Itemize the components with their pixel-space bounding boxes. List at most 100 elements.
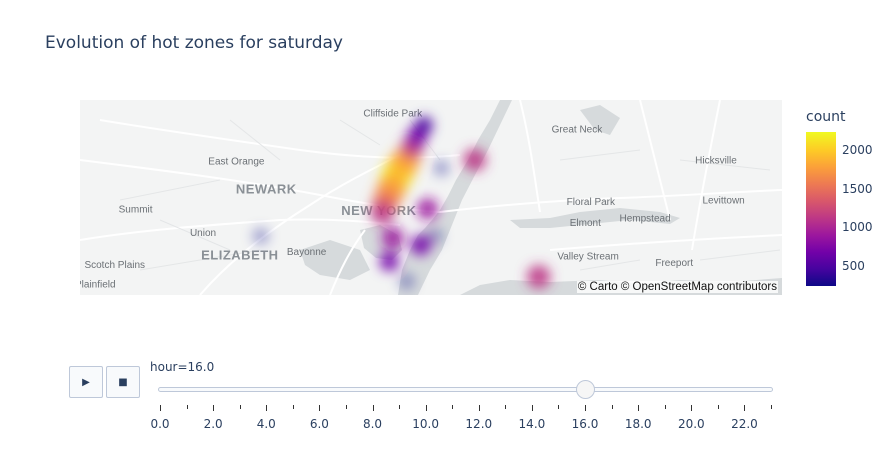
slider-tick [292, 405, 294, 409]
slider-tick-label[interactable]: 16.0 [571, 417, 599, 431]
slider-tick [664, 405, 666, 409]
slider-tick-label[interactable]: 10.0 [412, 417, 439, 431]
minor-road [119, 179, 221, 201]
slider-tick [186, 405, 188, 409]
heat-layer [252, 116, 551, 290]
heat-point [379, 251, 400, 272]
place-label: Scotch Plains [84, 260, 145, 271]
slider-tick [319, 405, 321, 411]
colorbar-tick-label: 2000 [842, 143, 873, 158]
minor-road [139, 249, 261, 271]
slider-tick-label[interactable]: 2.0 [203, 417, 223, 431]
play-icon: ▶ [82, 376, 90, 388]
slider-tick [611, 405, 613, 409]
play-button[interactable]: ▶ [69, 366, 103, 398]
heat-point [415, 116, 434, 135]
place-label: NEWARK [236, 181, 297, 196]
slider-tick [452, 405, 454, 409]
slider-rail[interactable] [158, 387, 773, 392]
road [519, 100, 541, 213]
map-view[interactable]: Cliffside Park Great Neck East Orange Hicks… [80, 100, 782, 295]
slider-tick [478, 405, 480, 411]
heat-point [370, 200, 395, 225]
colorbar-title: count [806, 109, 846, 125]
slider-tick-label[interactable]: 12.0 [465, 417, 493, 431]
slider-tick-label[interactable]: 20.0 [677, 417, 705, 431]
water-body [510, 208, 680, 228]
heat-point [426, 227, 443, 245]
slider-tick [160, 405, 161, 411]
heat-point [252, 227, 269, 245]
slider-tick [425, 405, 427, 411]
place-label: Levittown [702, 195, 744, 206]
place-label: Plainfield [80, 280, 116, 291]
slider-tick-label[interactable]: 18.0 [624, 417, 652, 431]
heat-point [381, 226, 404, 249]
stop-icon: ■ [118, 376, 128, 388]
heat-point [410, 234, 431, 256]
map-canvas[interactable]: Cliffside Park Great Neck East Orange Hicks… [80, 100, 782, 295]
heat-point [416, 198, 439, 220]
colorbar-tick-label: 500 [842, 258, 865, 273]
place-label: Floral Park [567, 197, 616, 208]
road [691, 100, 721, 251]
place-label: Freeport [655, 258, 693, 269]
road [199, 154, 401, 295]
slider-tick [266, 405, 268, 411]
place-label: Valley Stream [557, 252, 619, 263]
colorbar-tick-label: 1000 [842, 220, 873, 235]
road [329, 229, 366, 295]
place-label: Bayonne [287, 247, 327, 258]
slider-tick-label[interactable]: 0.0 [150, 417, 170, 431]
heat-point [463, 148, 487, 172]
stop-button[interactable]: ■ [106, 366, 140, 398]
road [549, 234, 782, 251]
heat-point [398, 273, 415, 290]
slider-tick [585, 405, 587, 411]
slider-handle[interactable] [575, 380, 595, 399]
chart-title: Evolution of hot zones for saturday [45, 33, 343, 53]
slider-tick-label[interactable]: 22.0 [731, 417, 758, 431]
slider-current-value: hour=16.0 [150, 360, 215, 374]
place-label: Great Neck [552, 125, 604, 136]
minor-road [229, 119, 281, 161]
slider-tick [213, 405, 215, 411]
slider-tick [744, 405, 746, 411]
place-label: Cliffside Park [363, 108, 423, 119]
slider-tick [239, 405, 241, 409]
heat-point [526, 265, 551, 289]
slider-tick [531, 405, 533, 411]
road [80, 218, 401, 241]
slider-tick-label[interactable]: 6.0 [309, 417, 329, 431]
slider-tick [638, 405, 640, 411]
minor-road [679, 159, 771, 171]
minor-road [159, 219, 231, 251]
colorbar [806, 132, 836, 286]
minor-road [699, 249, 781, 261]
slider-tick [771, 405, 772, 409]
place-label: Hempstead [620, 214, 671, 225]
heat-point [433, 159, 450, 177]
map-attribution[interactable]: © Carto © OpenStreetMap contributors [576, 281, 778, 293]
road [80, 159, 441, 213]
colorbar-tick-label: 1500 [842, 181, 873, 196]
place-label: Summit [119, 204, 153, 215]
place-label: ELIZABETH [201, 248, 278, 263]
place-label: Union [190, 228, 216, 239]
place-label: Hicksville [695, 155, 737, 166]
minor-road [559, 149, 641, 161]
slider-tick [399, 405, 401, 409]
slider-tick-label[interactable]: 14.0 [518, 417, 546, 431]
minor-road [339, 119, 381, 146]
slider-tick [505, 405, 507, 409]
slider-tick [372, 405, 374, 411]
place-label: Elmont [570, 218, 601, 229]
place-label: East Orange [208, 156, 265, 167]
minor-road [579, 259, 641, 271]
slider-tick-label[interactable]: 4.0 [256, 417, 276, 431]
slider-tick-label[interactable]: 8.0 [362, 417, 383, 431]
slider-tick [717, 405, 719, 409]
road [639, 100, 671, 221]
slider-tick [558, 405, 560, 409]
slider-tick [691, 405, 693, 411]
